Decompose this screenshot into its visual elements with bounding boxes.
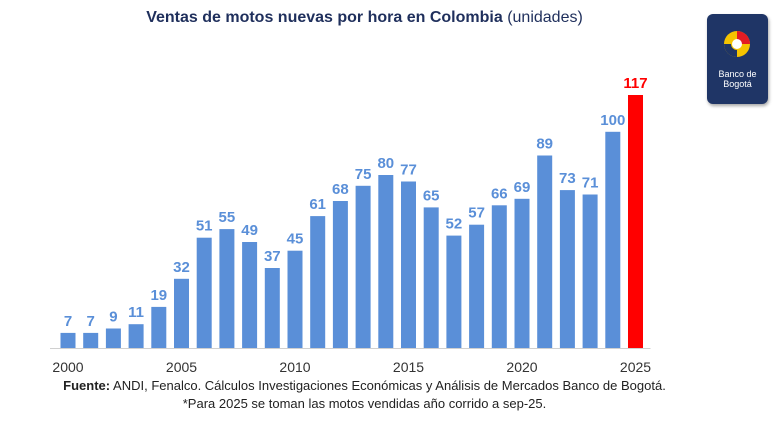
bar-2023 bbox=[582, 194, 598, 348]
data-label-2018: 57 bbox=[468, 205, 485, 222]
data-label-2013: 75 bbox=[355, 166, 372, 183]
footer-source-label: Fuente: bbox=[63, 378, 111, 393]
bar-2010 bbox=[287, 250, 303, 348]
bar-2003 bbox=[128, 324, 144, 348]
footer-source-text: ANDI, Fenalco. Cálculos Investigaciones … bbox=[113, 378, 666, 393]
bar-2011 bbox=[310, 216, 326, 348]
data-label-2017: 52 bbox=[446, 216, 463, 233]
logo-text: Banco de Bogotá bbox=[707, 69, 768, 89]
bar-2017 bbox=[446, 235, 462, 348]
x-tick-2005: 2005 bbox=[166, 359, 197, 375]
data-label-2023: 71 bbox=[582, 175, 599, 192]
data-label-2005: 32 bbox=[173, 259, 190, 276]
bar-2012 bbox=[332, 201, 348, 348]
data-label-2014: 80 bbox=[377, 155, 394, 172]
data-label-2020: 69 bbox=[514, 179, 531, 196]
logo-line-1: Banco de bbox=[718, 69, 757, 79]
bar-2001 bbox=[83, 332, 99, 348]
x-tick-2020: 2020 bbox=[506, 359, 537, 375]
bar-2018 bbox=[469, 224, 485, 348]
data-label-2016: 65 bbox=[423, 187, 440, 204]
bar-2020 bbox=[514, 198, 530, 348]
data-label-2010: 45 bbox=[287, 231, 304, 248]
bar-2002 bbox=[105, 328, 121, 348]
bar-2015 bbox=[401, 181, 416, 348]
bar-2009 bbox=[264, 268, 280, 348]
bar-2013 bbox=[355, 185, 371, 348]
logo-line-2: Bogotá bbox=[723, 79, 752, 89]
data-label-2011: 61 bbox=[309, 196, 326, 213]
data-label-2002: 9 bbox=[109, 309, 117, 326]
data-label-2012: 68 bbox=[332, 181, 349, 198]
data-label-2019: 66 bbox=[491, 185, 508, 202]
bar-2004 bbox=[151, 306, 167, 348]
x-tick-2015: 2015 bbox=[393, 359, 424, 375]
bar-2005 bbox=[174, 278, 189, 348]
bar-2022 bbox=[559, 190, 575, 348]
bar-2008 bbox=[242, 242, 258, 348]
data-label-2008: 49 bbox=[241, 222, 258, 239]
chart-title: Ventas de motos nuevas por hora en Colom… bbox=[0, 9, 729, 27]
data-label-2000: 7 bbox=[64, 313, 72, 330]
logo-mark-icon bbox=[724, 31, 750, 57]
chart-title-unit: (unidades) bbox=[507, 9, 583, 26]
bar-2025 bbox=[628, 95, 643, 348]
data-label-2025: 117 bbox=[623, 75, 647, 92]
bar-2007 bbox=[219, 229, 235, 348]
data-label-2015: 77 bbox=[400, 162, 417, 179]
bar-2024 bbox=[605, 131, 621, 348]
footer-note: *Para 2025 se toman las motos vendidas a… bbox=[182, 396, 547, 411]
x-tick-2025: 2025 bbox=[620, 359, 651, 375]
bar-2016 bbox=[423, 207, 439, 348]
data-label-2004: 19 bbox=[150, 287, 167, 304]
data-label-2022: 73 bbox=[559, 170, 576, 187]
bar-2021 bbox=[537, 155, 553, 348]
data-label-2006: 51 bbox=[196, 218, 213, 235]
data-label-2001: 7 bbox=[87, 313, 95, 330]
x-tick-2010: 2010 bbox=[279, 359, 310, 375]
bar-2006 bbox=[196, 237, 212, 348]
x-tick-2000: 2000 bbox=[52, 359, 83, 375]
data-label-2003: 11 bbox=[128, 304, 144, 321]
footer-source: Fuente: ANDI, Fenalco. Cálculos Investig… bbox=[0, 378, 729, 393]
banco-de-bogota-logo: Banco de Bogotá bbox=[707, 14, 768, 104]
chart-title-main: Ventas de motos nuevas por hora en Colom… bbox=[146, 9, 503, 26]
bar-2019 bbox=[491, 205, 507, 348]
data-label-2024: 100 bbox=[600, 112, 625, 129]
bar-2000 bbox=[60, 332, 76, 348]
data-label-2007: 55 bbox=[219, 209, 236, 226]
data-label-2021: 89 bbox=[536, 136, 553, 153]
data-label-2009: 37 bbox=[264, 248, 281, 265]
bar-2014 bbox=[378, 175, 394, 348]
